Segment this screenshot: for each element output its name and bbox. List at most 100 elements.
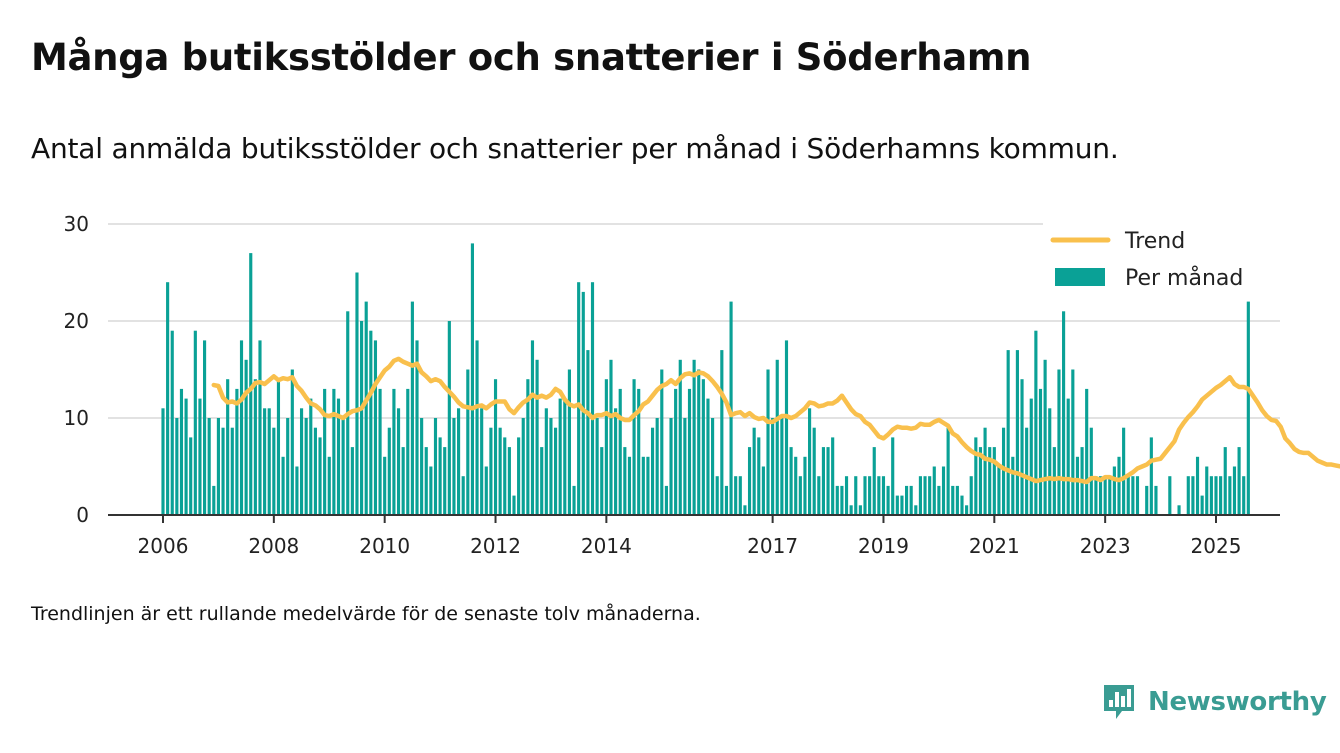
bar (230, 427, 234, 515)
bar (1103, 476, 1107, 515)
bar (360, 321, 364, 515)
bars (161, 243, 1250, 515)
bar (272, 427, 276, 515)
bar (447, 321, 451, 515)
bar (530, 340, 535, 515)
bar (170, 330, 174, 515)
bar (577, 282, 581, 515)
bar (618, 388, 622, 515)
bar (193, 330, 197, 515)
bar (299, 408, 304, 515)
x-tick-label: 2019 (858, 534, 909, 558)
bar (1006, 350, 1010, 515)
bar (443, 447, 447, 515)
bar (734, 476, 738, 515)
bar (493, 379, 498, 515)
chart-footnote: Trendlinjen är ett rullande medelvärde f… (31, 603, 701, 625)
bar (1122, 427, 1126, 515)
bar (161, 408, 165, 515)
legend-bars-swatch (1055, 268, 1105, 286)
bar (526, 379, 530, 515)
bar (965, 505, 969, 515)
bar (881, 476, 886, 515)
y-tick-label: 10 (64, 406, 89, 430)
bar (886, 485, 890, 515)
trend-line-group (211, 356, 1340, 485)
bar (914, 505, 918, 515)
bar (1038, 388, 1043, 515)
bar (794, 456, 798, 515)
x-tick-label: 2017 (747, 534, 798, 558)
bar (1075, 456, 1080, 515)
bar (983, 427, 987, 515)
bar (692, 359, 696, 515)
bar (318, 437, 322, 515)
bar (1219, 476, 1223, 515)
bar (627, 456, 632, 515)
bar (747, 447, 752, 515)
bar (872, 447, 876, 515)
bar (715, 476, 719, 515)
bar (1043, 359, 1047, 515)
bar (1094, 476, 1098, 515)
bar (821, 447, 825, 515)
bar (775, 359, 779, 515)
bar-chart: 0 10 20 30 2006 2008 2010 2012 2014 2017 2019 2021… (64, 212, 1340, 558)
bar (1001, 427, 1006, 515)
bar (263, 408, 267, 515)
bar (909, 485, 913, 515)
bar (383, 456, 387, 515)
bar (600, 447, 604, 515)
bar (660, 369, 664, 515)
bar (1209, 476, 1213, 515)
bar (1011, 456, 1015, 515)
y-tick-label: 0 (76, 503, 89, 527)
bar (521, 418, 525, 515)
bar (249, 253, 253, 515)
bar (332, 388, 336, 515)
bar (798, 476, 802, 515)
newsworthy-logo-icon (1104, 685, 1134, 719)
bar (410, 301, 414, 515)
bar (1237, 447, 1241, 515)
bar (341, 418, 345, 515)
bar (780, 418, 784, 515)
bar (831, 437, 835, 515)
bar (590, 282, 595, 515)
bar (373, 340, 378, 515)
bar (932, 466, 936, 515)
bar (757, 437, 761, 515)
bar (632, 379, 636, 515)
bar (761, 466, 765, 515)
bar (429, 466, 433, 515)
bar (295, 466, 299, 515)
bar (1242, 476, 1246, 515)
bar (669, 418, 673, 515)
bar (978, 447, 983, 515)
bar (567, 369, 571, 515)
bar (1029, 398, 1033, 515)
bar (1223, 447, 1227, 515)
x-tick-label: 2021 (969, 534, 1020, 558)
bar (470, 243, 474, 515)
bar (905, 485, 909, 515)
bar (937, 485, 941, 515)
bar (854, 476, 858, 515)
bar (276, 379, 281, 515)
bar (941, 466, 946, 515)
bar (415, 340, 419, 515)
bar (711, 418, 715, 515)
bar (401, 447, 405, 515)
bar (697, 369, 701, 515)
bar (572, 485, 576, 515)
bar (974, 437, 978, 515)
bar (701, 379, 705, 515)
bar (1200, 495, 1204, 515)
trend-line (211, 356, 1340, 485)
bar (184, 398, 188, 515)
bar (951, 485, 955, 515)
bar (226, 379, 230, 515)
bar (216, 418, 220, 515)
bar (396, 408, 401, 515)
bar (808, 408, 812, 515)
